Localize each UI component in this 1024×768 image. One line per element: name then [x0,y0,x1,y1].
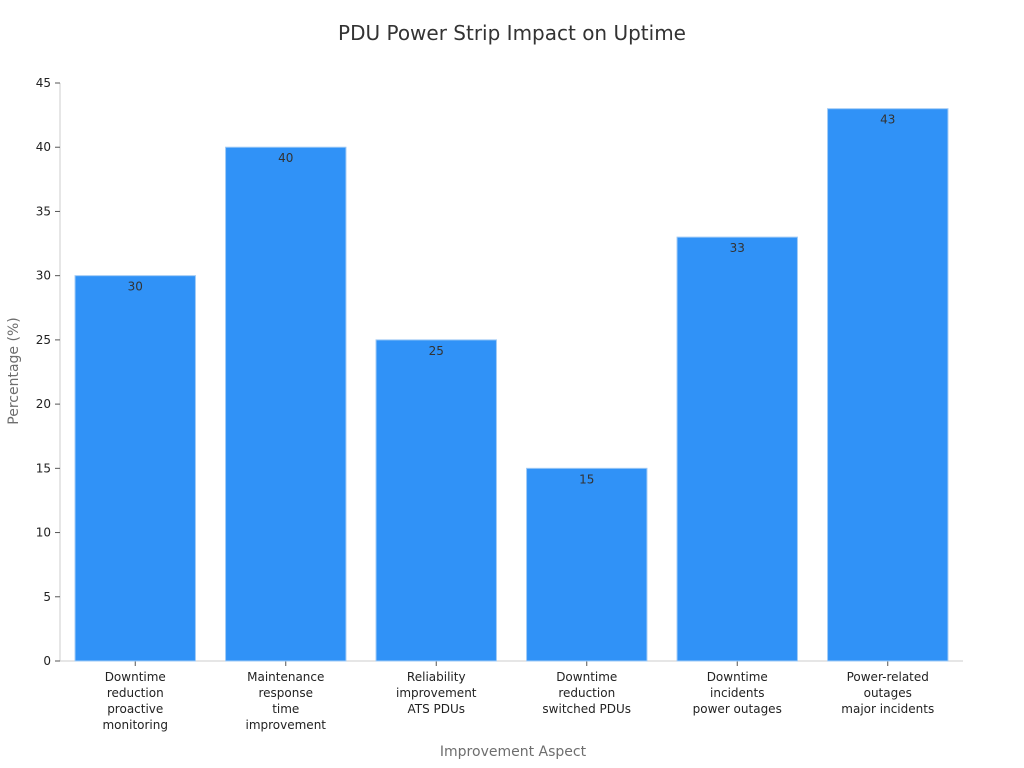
x-tick-label: improvement [396,686,477,700]
y-axis-label: Percentage (%) [6,317,22,424]
x-tick-label: Maintenance [247,670,324,684]
x-tick-label: response [258,686,313,700]
y-tick-label: 45 [36,76,51,90]
x-tick-label: reduction [558,686,615,700]
bar-value-label: 33 [730,241,745,255]
y-tick-label: 20 [36,397,51,411]
x-tick-label: major incidents [841,702,934,716]
bar-value-label: 25 [429,344,444,358]
x-tick-label: proactive [107,702,163,716]
x-tick-label: switched PDUs [542,702,631,716]
bars [74,108,949,662]
x-tick-label: improvement [245,718,326,732]
bar [375,339,497,662]
x-tick-label: reduction [107,686,164,700]
y-tick-label: 25 [36,333,51,347]
bar-value-label: 43 [880,113,895,127]
bar [676,236,798,662]
x-tick-label: time [272,702,299,716]
bar-value-label: 40 [278,151,293,165]
y-tick-label: 0 [43,654,51,668]
x-tick-label: monitoring [102,718,168,732]
y-axis: 0 5 10 15 20 25 30 35 40 45 [36,76,61,668]
chart-title: PDU Power Strip Impact on Uptime [338,21,686,45]
x-axis-label: Improvement Aspect [440,744,587,760]
y-tick-label: 40 [36,140,51,154]
bar [74,275,196,662]
category-labels: Downtime reduction proactive monitoring Main… [102,670,934,732]
bar [225,146,347,662]
x-tick-label: Downtime [556,670,617,684]
y-tick-label: 5 [43,590,51,604]
y-tick-label: 30 [36,269,51,283]
x-axis [60,660,963,666]
bar-value-label: 15 [579,472,594,486]
x-tick-label: power outages [693,702,782,716]
x-tick-label: Power-related [847,670,929,684]
y-tick-label: 10 [36,526,51,540]
bar [827,108,949,662]
bar-value-label: 30 [128,280,143,294]
x-tick-label: incidents [710,686,764,700]
data-labels: 30 40 25 15 33 43 [128,113,896,487]
x-tick-label: Downtime [707,670,768,684]
x-tick-label: Reliability [407,670,466,684]
bar [526,467,648,662]
y-tick-label: 35 [36,204,51,218]
x-tick-label: Downtime [105,670,166,684]
x-tick-label: ATS PDUs [407,702,465,716]
x-tick-label: outages [864,686,912,700]
y-tick-label: 15 [36,461,51,475]
